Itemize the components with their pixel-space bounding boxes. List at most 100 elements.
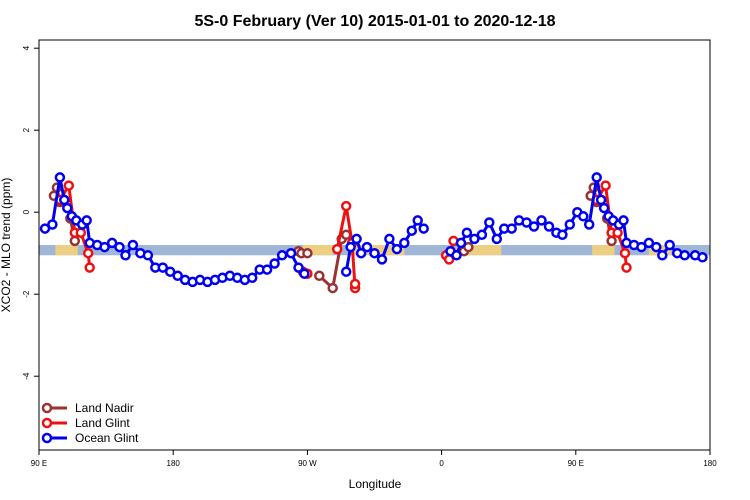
data-point	[606, 235, 617, 247]
data-point	[612, 227, 623, 238]
data-point	[391, 243, 403, 255]
data-point	[600, 180, 611, 191]
x-axis-label: Longitude	[349, 477, 402, 491]
data-point	[261, 264, 273, 275]
data-point	[506, 223, 517, 234]
data-point	[619, 247, 631, 259]
data-point	[618, 215, 629, 226]
data-point	[591, 172, 602, 183]
data-point	[418, 223, 429, 234]
data-point	[340, 266, 352, 277]
data-point	[557, 229, 568, 241]
data-point	[62, 202, 73, 214]
data-point	[463, 241, 474, 253]
land-marker-0	[55, 245, 78, 256]
data-point	[164, 266, 176, 277]
data-point	[84, 262, 95, 273]
legend-swatch-marker	[41, 402, 53, 414]
legend-swatch-marker	[41, 417, 53, 429]
data-point	[127, 239, 139, 251]
data-point	[636, 241, 647, 253]
data-point	[595, 194, 607, 206]
x-tick-label: 180	[703, 459, 717, 468]
data-point	[157, 262, 169, 273]
data-point	[285, 247, 297, 259]
data-point	[63, 180, 75, 191]
data-point	[276, 250, 288, 261]
data-point	[598, 202, 610, 214]
data-point	[455, 237, 467, 249]
legend-label: Land Glint	[75, 416, 130, 430]
land-marker-block	[302, 245, 333, 256]
x-axis: 90 E 180 90 W 0 90 E 180	[31, 450, 717, 468]
data-point	[484, 217, 495, 228]
data-point	[75, 227, 87, 238]
land-marker-block	[592, 245, 615, 256]
data-point	[81, 215, 92, 226]
land-marker-block	[55, 245, 78, 256]
data-point	[314, 270, 325, 282]
land-marker-3	[456, 245, 502, 256]
y-tick-label: 4	[22, 45, 31, 50]
data-point	[269, 258, 280, 269]
data-point	[114, 241, 125, 253]
data-point	[451, 250, 462, 261]
data-point	[293, 262, 304, 273]
data-point	[536, 215, 547, 226]
data-point	[528, 221, 540, 232]
chart-title: 5S-0 February (Ver 10) 2015-01-01 to 202…	[194, 13, 555, 30]
plot-frame	[38, 39, 711, 451]
data-point	[331, 243, 343, 255]
y-tick-label: 2	[22, 127, 31, 132]
legend-item: Land Nadir	[41, 401, 134, 415]
data-point	[345, 241, 356, 253]
data-point	[142, 250, 154, 261]
data-point	[349, 278, 361, 290]
data-point	[461, 227, 473, 238]
data-point	[327, 282, 338, 294]
data-point	[543, 221, 555, 232]
data-point	[491, 233, 503, 245]
data-point	[120, 250, 131, 261]
data-point	[54, 172, 66, 183]
data-point	[39, 223, 51, 234]
legend-item: Land Glint	[41, 416, 130, 430]
y-axis: -4 -2 0 2 4	[22, 45, 39, 380]
legend-label: Land Nadir	[75, 401, 134, 415]
legend-item: Ocean Glint	[41, 431, 139, 445]
y-tick-label: 0	[22, 209, 31, 214]
y-tick-label: -2	[22, 290, 31, 298]
data-point	[351, 233, 362, 245]
data-point	[651, 241, 662, 253]
data-point	[82, 247, 94, 259]
data-point	[99, 241, 110, 253]
series-ocean-glint	[39, 172, 708, 288]
data-point	[657, 250, 668, 261]
data-point	[59, 194, 70, 206]
data-point	[469, 233, 480, 245]
data-point	[476, 229, 488, 241]
plot-area	[39, 172, 710, 294]
x-tick-label: 90 W	[298, 459, 317, 468]
series-land-nadir	[48, 182, 617, 294]
data-point	[399, 237, 410, 249]
data-point	[564, 219, 576, 230]
data-point	[361, 241, 373, 253]
land-marker-4	[592, 245, 615, 256]
land-marker-block	[456, 245, 502, 256]
legend-label: Ocean Glint	[75, 431, 139, 445]
x-tick-label: 90 E	[31, 459, 47, 468]
data-point	[69, 235, 81, 247]
data-point	[355, 247, 367, 259]
data-point	[246, 272, 258, 284]
x-tick-label: 90 E	[568, 459, 584, 468]
data-point	[406, 225, 418, 236]
data-point	[299, 268, 310, 279]
legend-swatch-marker	[41, 432, 53, 444]
data-point	[106, 237, 118, 249]
data-point	[376, 254, 388, 265]
data-point	[47, 219, 58, 230]
y-tick-label: -4	[22, 372, 31, 380]
